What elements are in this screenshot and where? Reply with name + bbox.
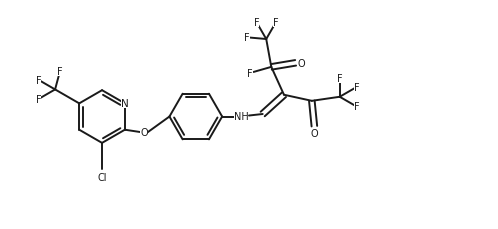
Text: O: O: [298, 59, 305, 68]
Text: F: F: [244, 33, 250, 43]
Text: F: F: [254, 18, 259, 28]
Text: F: F: [273, 18, 279, 28]
Text: N: N: [121, 99, 129, 109]
Text: F: F: [354, 102, 359, 112]
Text: O: O: [140, 128, 148, 138]
Text: NH: NH: [234, 111, 249, 121]
Text: F: F: [247, 69, 253, 79]
Text: F: F: [354, 83, 359, 93]
Text: F: F: [35, 95, 41, 105]
Text: F: F: [337, 73, 343, 83]
Text: Cl: Cl: [97, 173, 107, 183]
Text: O: O: [311, 129, 318, 139]
Text: F: F: [57, 67, 63, 76]
Text: F: F: [35, 76, 41, 85]
